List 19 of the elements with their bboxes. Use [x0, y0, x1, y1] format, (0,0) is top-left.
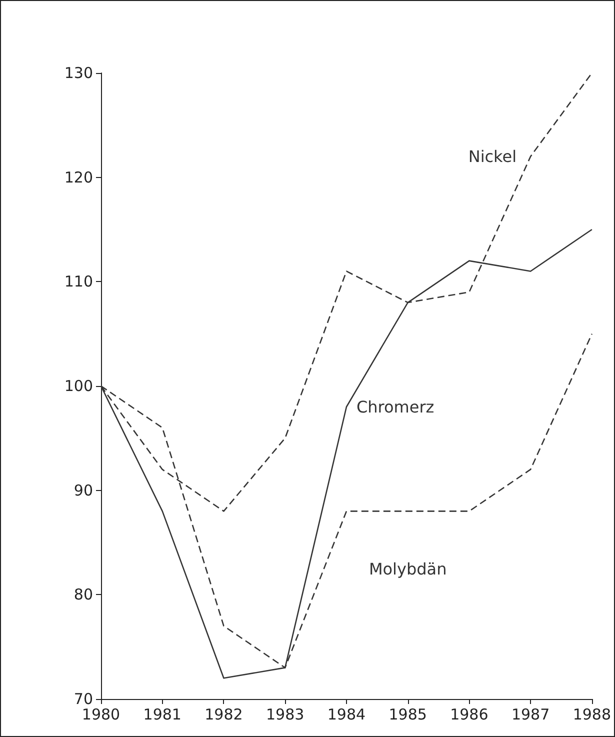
y-tick-label: 100	[64, 377, 93, 395]
x-tick-label: 1982	[204, 706, 243, 724]
y-tick-label: 70	[74, 690, 93, 708]
y-tick-label: 90	[74, 481, 93, 500]
x-tick-label: 1985	[388, 706, 427, 724]
x-tick-label: 1981	[143, 706, 182, 724]
x-tick-label: 1983	[266, 706, 304, 724]
y-tick-label: 130	[64, 64, 93, 82]
y-tick-label: 120	[64, 168, 93, 186]
text: Molybdän	[368, 560, 447, 579]
y-tick-label: 80	[74, 586, 93, 604]
x-tick-label: 1986	[450, 706, 488, 724]
series-label: Chromerz	[356, 397, 434, 416]
x-tick-label: 1988	[572, 706, 612, 724]
x-tick-label: 1987	[511, 706, 550, 724]
y-tick-label: 110	[64, 272, 93, 291]
series-label: Nickel	[468, 146, 517, 166]
x-tick-label: 1984	[327, 706, 366, 724]
x-tick-label: 1980	[82, 706, 120, 724]
